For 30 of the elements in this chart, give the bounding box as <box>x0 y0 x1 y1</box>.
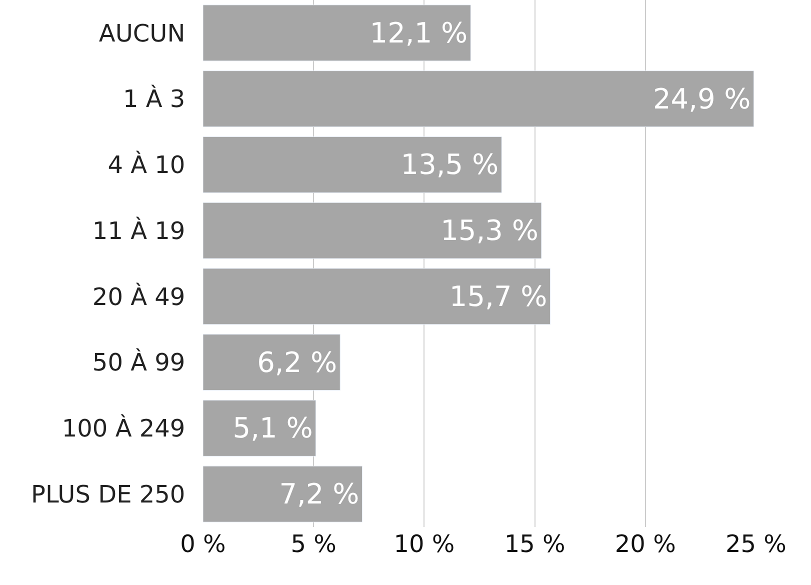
bar <box>203 136 502 193</box>
x-tick-label: 0 % <box>180 530 226 558</box>
y-tick-label: 20 À 49 <box>92 282 186 311</box>
x-tick-label: 20 % <box>614 530 676 558</box>
y-tick-label: 11 À 19 <box>92 216 186 245</box>
x-tick-label: 15 % <box>504 530 566 558</box>
y-tick-label: PLUS DE 250 <box>31 480 186 508</box>
y-tick-label: 100 À 249 <box>62 414 186 443</box>
y-tick-label: AUCUN <box>98 19 186 48</box>
data-label: 13,5 % <box>400 148 499 182</box>
data-label: 5,1 % <box>232 412 313 445</box>
bar <box>203 70 754 128</box>
y-tick-label: 50 À 99 <box>92 348 186 377</box>
data-label: 6,2 % <box>257 346 338 379</box>
data-label: 12,1 % <box>370 16 468 50</box>
y-tick-label: 4 À 10 <box>108 150 186 180</box>
x-tick-label: 10 % <box>394 530 455 558</box>
data-label: 24,9 % <box>652 82 751 116</box>
data-label: 7,2 % <box>279 478 360 511</box>
bar <box>203 334 340 391</box>
x-tick-label: 25 % <box>726 530 786 558</box>
bar <box>203 4 471 62</box>
data-label: 15,3 % <box>440 214 538 248</box>
data-label: 15,7 % <box>449 280 548 313</box>
bar <box>203 268 551 325</box>
y-tick-label: 1 À 3 <box>122 84 186 114</box>
x-tick-label: 5 % <box>290 530 336 558</box>
bar <box>203 400 316 456</box>
bar <box>203 466 363 522</box>
bar <box>203 202 542 259</box>
